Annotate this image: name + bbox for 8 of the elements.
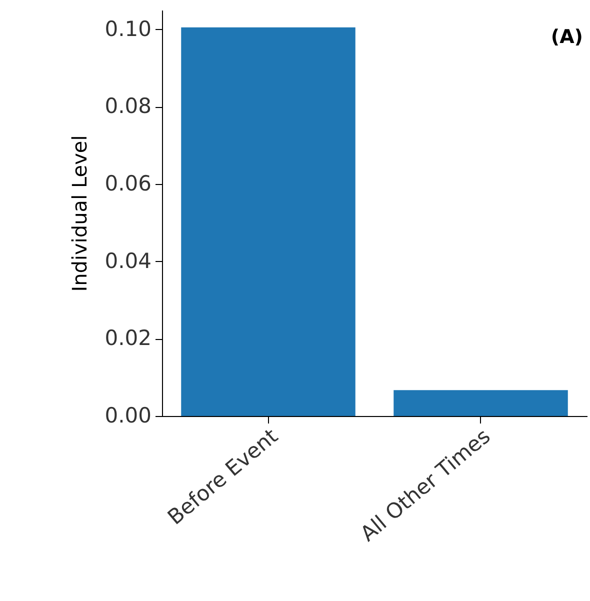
y-tick-label: 0.04: [104, 248, 152, 273]
y-tick-label: 0.08: [104, 94, 152, 118]
y-axis-title: Individual Level: [68, 135, 92, 292]
annotation: (A): [550, 26, 583, 48]
y-tick-label: 0.06: [104, 172, 152, 196]
y-tick-label: 0.02: [104, 326, 152, 350]
y-tick-label: 0.00: [104, 404, 152, 428]
y-tick-label: 0.10: [104, 16, 152, 41]
